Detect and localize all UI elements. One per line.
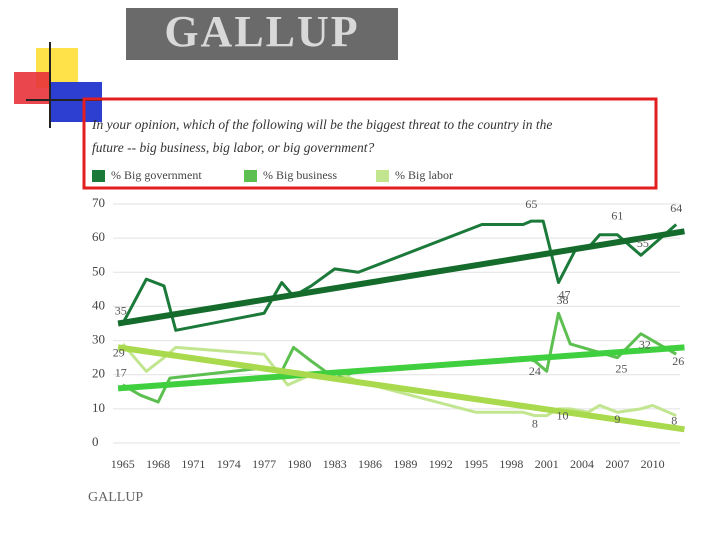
x-tick-label: 1965 (111, 457, 135, 471)
x-tick-label: 2007 (605, 457, 629, 471)
x-tick-label: 1968 (146, 457, 170, 471)
legend-label: % Big business (263, 168, 337, 182)
y-tick-label: 20 (92, 366, 105, 381)
x-tick-label: 1998 (499, 457, 523, 471)
legend-label: % Big labor (395, 168, 453, 182)
x-tick-label: 2010 (641, 457, 665, 471)
data-label: 55 (637, 236, 649, 250)
x-tick-label: 1986 (358, 457, 382, 471)
y-tick-label: 60 (92, 229, 105, 244)
legend-swatch (92, 170, 105, 182)
x-tick-label: 1974 (217, 457, 241, 471)
trend-line (117, 344, 685, 433)
deco-square (50, 82, 102, 122)
series-line (121, 343, 677, 418)
trend-line (117, 228, 685, 327)
data-label: 24 (529, 364, 541, 378)
data-label: 47 (558, 287, 570, 301)
x-tick-label: 1980 (287, 457, 311, 471)
data-label: 61 (611, 208, 623, 222)
y-tick-label: 0 (92, 434, 99, 449)
data-label: 17 (115, 366, 127, 380)
y-tick-label: 70 (92, 195, 105, 210)
y-tick-label: 10 (92, 400, 105, 415)
x-tick-label: 1989 (393, 457, 417, 471)
x-tick-label: 1995 (464, 457, 488, 471)
legend-label: % Big government (111, 168, 202, 182)
x-tick-label: 1983 (323, 457, 347, 471)
data-label: 35 (115, 303, 127, 317)
y-tick-label: 40 (92, 297, 105, 312)
data-label: 32 (639, 337, 651, 351)
logo-small: GALLUP (88, 490, 143, 505)
data-label: 65 (525, 197, 537, 211)
data-label: 64 (670, 201, 682, 215)
legend-swatch (244, 170, 257, 182)
data-label: 25 (615, 361, 627, 375)
chart-title: future -- big business, big labor, or bi… (92, 140, 374, 155)
chart-title: In your opinion, which of the following … (91, 117, 552, 132)
x-tick-label: 1971 (181, 457, 205, 471)
x-tick-label: 2004 (570, 457, 594, 471)
y-tick-label: 30 (92, 332, 105, 347)
data-label: 8 (532, 416, 538, 430)
series-line (121, 219, 678, 332)
logo: GALLUP (164, 7, 359, 56)
question-box (82, 97, 658, 190)
x-tick-label: 1992 (429, 457, 453, 471)
data-label: 8 (671, 413, 677, 427)
legend-swatch (376, 170, 389, 182)
data-label: 38 (556, 293, 568, 307)
y-tick-label: 50 (92, 263, 105, 278)
logo-box (126, 8, 398, 60)
data-label: 29 (113, 346, 125, 360)
deco-square (14, 72, 50, 104)
trend-line (117, 344, 685, 392)
data-label: 10 (556, 409, 568, 423)
data-label: 26 (672, 354, 684, 368)
x-tick-label: 1977 (252, 457, 276, 471)
data-label: 9 (614, 412, 620, 426)
x-tick-label: 2001 (535, 457, 559, 471)
